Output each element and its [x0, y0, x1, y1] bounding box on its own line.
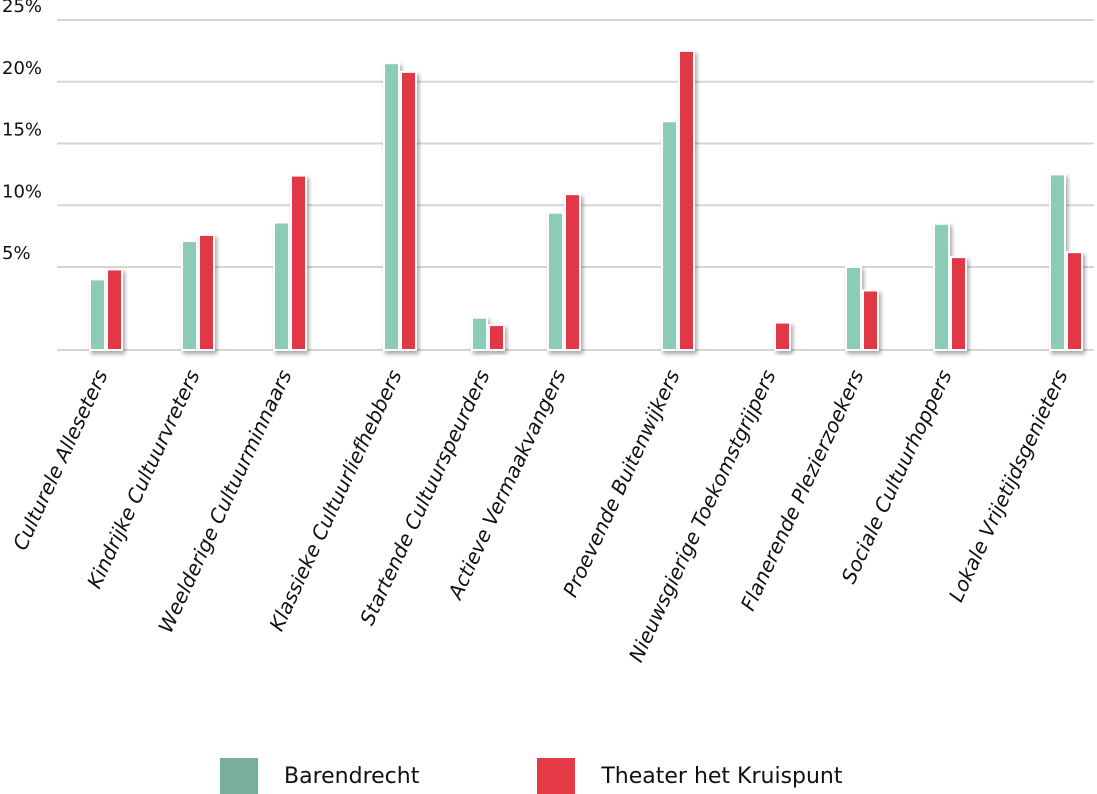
bar-barendrecht: [845, 266, 862, 351]
bar-theater-het-kruispunt: [678, 49, 695, 351]
legend-label-theater-het-kruispunt: Theater het Kruispunt: [601, 763, 843, 789]
bar-barendrecht: [181, 240, 198, 351]
bar-barendrecht: [273, 221, 290, 351]
bar-theater-het-kruispunt: [400, 70, 417, 352]
bar-theater-het-kruispunt: [488, 324, 505, 352]
bar-theater-het-kruispunt: [564, 193, 581, 351]
bar-theater-het-kruispunt: [198, 233, 215, 351]
legend-swatch-theater-het-kruispunt: [537, 758, 576, 794]
bar-barendrecht: [471, 316, 488, 352]
x-tick-label: Lokale Vrijetijdsgenieters: [944, 366, 1073, 606]
bar-theater-het-kruispunt: [862, 289, 879, 351]
y-tick-label: 10%: [2, 181, 42, 202]
y-tick-label: 25%: [2, 0, 42, 17]
bars: [89, 49, 1083, 352]
legend-swatch-barendrecht: [220, 758, 258, 794]
bar-barendrecht: [933, 222, 950, 351]
y-tick-label: 15%: [2, 120, 42, 141]
bar-theater-het-kruispunt: [290, 174, 307, 351]
bar-theater-het-kruispunt: [1066, 251, 1083, 351]
bar-barendrecht: [661, 120, 678, 351]
bar-theater-het-kruispunt: [106, 268, 123, 351]
x-tick-label: Culturele Alleseters: [8, 366, 113, 554]
bar-barendrecht: [547, 211, 564, 351]
bar-theater-het-kruispunt: [950, 256, 967, 351]
legend-item-theater-het-kruispunt: Theater het Kruispunt: [537, 758, 843, 794]
legend-label-barendrecht: Barendrecht: [284, 763, 420, 789]
bar-barendrecht: [383, 62, 400, 351]
y-tick-label: 20%: [2, 58, 42, 79]
y-axis-tick-labels: 5% 10% 15% 20% 25%: [2, 0, 42, 264]
bar-theater-het-kruispunt: [774, 321, 791, 352]
legend-item-barendrecht: Barendrecht: [220, 758, 419, 794]
bar-barendrecht: [89, 278, 106, 352]
legend: Barendrecht Theater het Kruispunt: [220, 758, 843, 794]
y-tick-label: 5%: [2, 243, 31, 264]
bar-barendrecht: [1049, 173, 1066, 351]
